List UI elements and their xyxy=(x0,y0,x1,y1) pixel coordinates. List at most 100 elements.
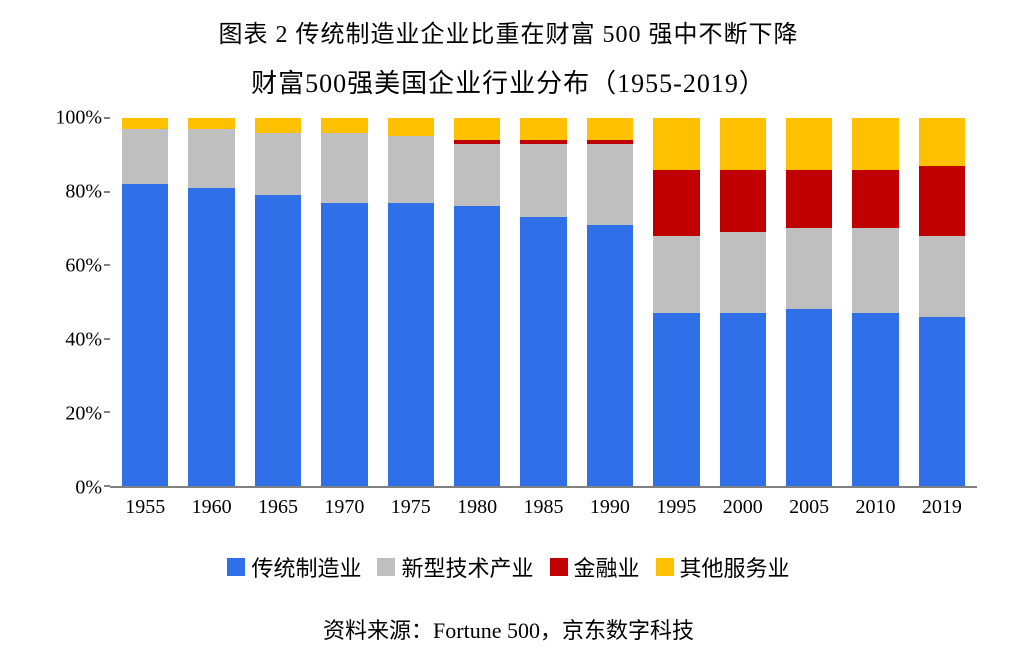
y-axis-tick xyxy=(104,191,110,193)
x-axis-label: 1980 xyxy=(454,488,500,519)
bar-segment xyxy=(720,118,766,170)
bar-segment xyxy=(786,118,832,170)
bar-segment xyxy=(919,118,965,166)
bar-segment xyxy=(852,313,898,486)
bar-segment xyxy=(786,228,832,309)
x-axis-label: 2019 xyxy=(919,488,965,519)
bar-segment xyxy=(852,228,898,313)
bar-segment xyxy=(255,195,301,486)
x-axis-label: 2010 xyxy=(852,488,898,519)
bar-segment xyxy=(321,133,367,203)
y-axis-tick xyxy=(104,117,110,119)
bar-segment xyxy=(653,170,699,236)
bar-segment xyxy=(122,184,168,486)
bar-segment xyxy=(388,203,434,486)
bar xyxy=(321,118,367,486)
legend-item: 其他服务业 xyxy=(656,551,790,583)
figure-caption: 图表 2 传统制造业企业比重在财富 500 强中不断下降 xyxy=(40,14,977,49)
bar-segment xyxy=(852,118,898,170)
bar-segment xyxy=(188,188,234,486)
x-axis-label: 1955 xyxy=(122,488,168,519)
y-axis-label: 40% xyxy=(65,329,102,352)
bar-segment xyxy=(653,313,699,486)
legend-label: 新型技术产业 xyxy=(401,551,533,583)
y-axis-label: 60% xyxy=(65,255,102,278)
chart-area: 0%20%40%60%80%100% xyxy=(40,118,977,488)
y-axis-tick xyxy=(104,485,110,487)
bar xyxy=(388,118,434,486)
bar-segment xyxy=(786,170,832,229)
bar-segment xyxy=(255,133,301,196)
legend-label: 金融业 xyxy=(574,551,640,583)
y-axis: 0%20%40%60%80%100% xyxy=(40,118,110,488)
plot-area xyxy=(110,118,977,488)
legend-swatch xyxy=(377,558,395,576)
y-axis-label: 20% xyxy=(65,403,102,426)
y-axis-tick xyxy=(104,264,110,266)
x-axis-label: 1975 xyxy=(388,488,434,519)
bar-segment xyxy=(388,118,434,136)
bar-segment xyxy=(786,309,832,486)
bar-segment xyxy=(122,129,168,184)
x-axis-label: 2000 xyxy=(720,488,766,519)
bar-segment xyxy=(520,118,566,140)
bar xyxy=(454,118,500,486)
legend-item: 传统制造业 xyxy=(227,551,361,583)
bar-segment xyxy=(720,170,766,233)
legend-swatch xyxy=(227,558,245,576)
x-axis-label: 1995 xyxy=(653,488,699,519)
bar xyxy=(188,118,234,486)
legend-swatch xyxy=(656,558,674,576)
bar-segment xyxy=(255,118,301,133)
y-axis-label: 80% xyxy=(65,181,102,204)
source-text: 资料来源：Fortune 500，京东数字科技 xyxy=(40,613,977,645)
bar-segment xyxy=(653,236,699,313)
bar-segment xyxy=(454,144,500,207)
bar-segment xyxy=(188,118,234,129)
bar xyxy=(587,118,633,486)
bar-segment xyxy=(388,136,434,202)
bar-segment xyxy=(919,166,965,236)
bar-segment xyxy=(122,118,168,129)
y-axis-tick xyxy=(104,338,110,340)
legend-label: 传统制造业 xyxy=(251,551,361,583)
bar-segment xyxy=(720,313,766,486)
x-axis: 1955196019651970197519801985199019952000… xyxy=(110,488,977,519)
bar-segment xyxy=(188,129,234,188)
bar-segment xyxy=(720,232,766,313)
x-axis-label: 1960 xyxy=(188,488,234,519)
bar xyxy=(720,118,766,486)
bar-segment xyxy=(919,236,965,317)
bar-segment xyxy=(321,118,367,133)
legend-item: 金融业 xyxy=(550,551,640,583)
bar xyxy=(255,118,301,486)
x-axis-label: 1970 xyxy=(321,488,367,519)
bar-segment xyxy=(852,170,898,229)
bar-segment xyxy=(653,118,699,170)
y-axis-label: 100% xyxy=(55,107,102,130)
bar xyxy=(520,118,566,486)
bar-segment xyxy=(321,203,367,486)
bar xyxy=(786,118,832,486)
bar-segment xyxy=(587,225,633,486)
x-axis-label: 2005 xyxy=(786,488,832,519)
chart-title: 财富500强美国企业行业分布（1955-2019） xyxy=(40,63,977,100)
bar xyxy=(852,118,898,486)
bar xyxy=(122,118,168,486)
bar-segment xyxy=(454,118,500,140)
bar-segment xyxy=(919,317,965,486)
x-axis-label: 1990 xyxy=(587,488,633,519)
bar-segment xyxy=(520,217,566,486)
bar-segment xyxy=(587,144,633,225)
x-axis-label: 1965 xyxy=(255,488,301,519)
legend-label: 其他服务业 xyxy=(680,551,790,583)
bar-segment xyxy=(454,206,500,486)
bar-segment xyxy=(587,118,633,140)
legend: 传统制造业 新型技术产业 金融业 其他服务业 xyxy=(40,551,977,583)
bar xyxy=(653,118,699,486)
legend-item: 新型技术产业 xyxy=(377,551,533,583)
legend-swatch xyxy=(550,558,568,576)
y-axis-label: 0% xyxy=(75,477,102,500)
bar xyxy=(919,118,965,486)
bar-segment xyxy=(520,144,566,218)
